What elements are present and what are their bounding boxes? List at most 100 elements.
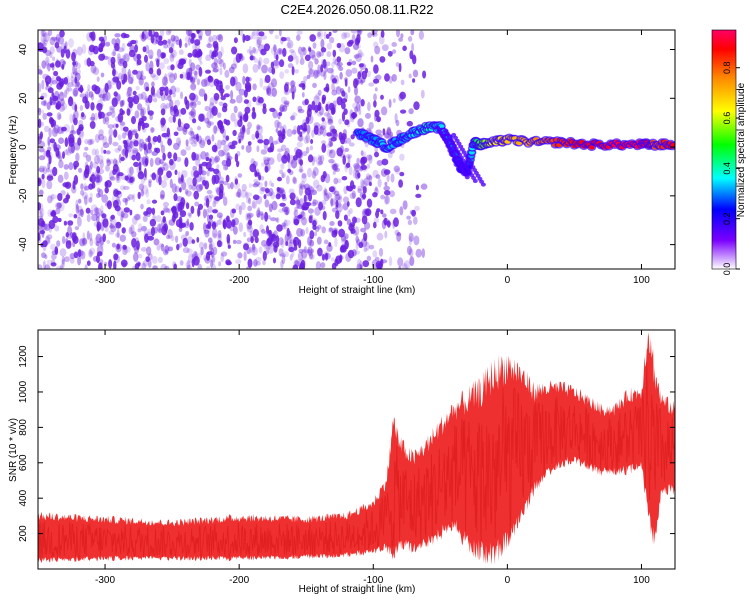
spectrogram-noise-blob: [217, 230, 222, 239]
spectrogram-noise-blob: [103, 149, 107, 154]
spectrogram-noise-blob: [199, 138, 206, 146]
spectrogram-noise-blob: [106, 200, 112, 210]
spectrogram-noise-blob: [220, 139, 227, 146]
spectrogram-noise-blob: [251, 111, 257, 120]
spectrogram-noise-blob: [77, 137, 82, 146]
spectrogram-noise-blob: [207, 251, 213, 256]
spectrogram-noise-blob: [50, 243, 56, 251]
spectrogram-noise-blob: [123, 141, 128, 150]
spectrogram-noise-blob: [246, 212, 254, 219]
spectrogram-noise-blob: [326, 42, 332, 50]
spectrogram-noise-blob: [365, 173, 371, 179]
spectrogram-noise-blob: [105, 116, 110, 126]
spectrogram-noise-blob: [211, 53, 215, 60]
spectrogram-noise-blob: [173, 72, 177, 81]
spectrogram-noise-blob: [210, 247, 215, 258]
spectrogram-noise-blob: [137, 171, 145, 180]
spectrogram-noise-blob: [43, 32, 50, 43]
spectrogram-noise-blob: [189, 136, 196, 141]
spectrogram-noise-blob: [421, 248, 425, 258]
spectrogram-noise-blob: [94, 176, 100, 183]
spectrogram-noise-blob: [156, 58, 160, 68]
spectrogram-noise-blob: [95, 173, 100, 184]
spectrogram-noise-blob: [193, 255, 200, 266]
spectrogram-noise-blob: [54, 41, 60, 49]
spectrogram-noise-blob: [130, 77, 134, 85]
spectrogram-noise-blob: [54, 90, 60, 100]
spectrogram-noise-blob: [54, 225, 60, 232]
spectrogram-noise-blob: [82, 237, 87, 246]
spectrogram-noise-blob: [93, 256, 98, 262]
spectrogram-marks: [38, 30, 675, 269]
spectrogram-noise-blob: [176, 125, 184, 132]
spectrogram-noise-blob: [149, 218, 157, 227]
spectrogram-noise-blob: [78, 126, 84, 131]
spectrogram-noise-blob: [120, 100, 125, 107]
spectrogram-noise-blob: [145, 148, 152, 154]
spectrogram-noise-blob: [184, 157, 189, 168]
spectrogram-noise-blob: [115, 190, 122, 195]
spectrogram-noise-blob: [120, 215, 124, 222]
spectrogram-noise-blob: [394, 229, 400, 236]
spectrogram-noise-blob: [213, 156, 219, 164]
spectrogram-noise-blob: [236, 239, 242, 245]
colorbar-tick-label: 0.2: [722, 212, 732, 225]
spectrogram-noise-blob: [259, 187, 265, 195]
spectrogram-noise-blob: [207, 221, 212, 230]
spectrogram-noise-blob: [38, 69, 43, 75]
spectrogram-noise-blob: [108, 128, 114, 137]
spectrogram-noise-blob: [309, 145, 313, 151]
spectrogram-noise-blob: [140, 189, 144, 197]
spectrogram-noise-blob: [265, 188, 270, 194]
spectrogram-noise-blob: [70, 130, 76, 135]
spectrogram-noise-blob: [77, 198, 82, 204]
spectrogram-noise-blob: [179, 210, 187, 218]
spectrogram-noise-blob: [76, 80, 80, 88]
spectrogram-noise-blob: [379, 56, 386, 63]
spectrogram-noise-blob: [321, 119, 327, 130]
spectrogram-noise-blob: [282, 47, 287, 57]
spectrogram-noise-blob: [398, 62, 402, 73]
spectrogram-noise-blob: [114, 148, 121, 153]
spectrogram-noise-blob: [49, 51, 53, 59]
spectrogram-noise-blob: [271, 182, 275, 188]
spectrogram-noise-blob: [374, 45, 381, 55]
spectrogram-noise-blob: [353, 78, 358, 89]
spectrogram-noise-blob: [349, 142, 355, 147]
spectrogram-noise-blob: [111, 51, 117, 57]
spectrogram-noise-blob: [68, 133, 75, 144]
spectrogram-noise-blob: [360, 227, 367, 233]
spectrogram-noise-blob: [279, 202, 286, 207]
spectrogram-noise-blob: [346, 118, 351, 128]
spectrogram-noise-blob: [251, 201, 256, 209]
spectrogram-noise-blob: [324, 64, 328, 73]
spectrogram-noise-blob: [146, 207, 153, 215]
spectrogram-noise-blob: [116, 80, 122, 90]
spectrogram-noise-blob: [258, 44, 265, 53]
spectrogram-noise-blob: [165, 30, 171, 36]
spectrogram-noise-blob: [179, 260, 184, 266]
spectrogram-noise-blob: [173, 106, 177, 115]
spectrogram-noise-blob: [78, 209, 84, 216]
spectrogram-noise-blob: [121, 74, 127, 80]
spectrogram-noise-blob: [194, 133, 198, 140]
spectrogram-noise-blob: [363, 151, 367, 161]
spectrogram-noise-blob: [44, 254, 48, 260]
spectrogram-noise-blob: [357, 118, 364, 128]
spectrogram-noise-blob: [269, 92, 273, 97]
spectrogram-noise-blob: [378, 247, 384, 257]
spectrogram-noise-blob: [420, 183, 428, 190]
spectrogram-noise-blob: [298, 135, 304, 142]
spectrogram-noise-blob: [409, 209, 416, 215]
spectrogram-noise-blob: [311, 100, 316, 111]
spectrogram-noise-blob: [178, 242, 183, 248]
spectrogram-noise-blob: [206, 110, 212, 120]
spectrogram-noise-blob: [115, 221, 122, 229]
spectrogram-noise-blob: [312, 166, 319, 177]
spectrogram-noise-blob: [189, 127, 193, 134]
spectrogram-noise-blob: [234, 153, 239, 163]
spectrogram-noise-blob: [207, 75, 212, 81]
spectrogram-noise-blob: [198, 203, 203, 210]
spectrogram-noise-blob: [209, 252, 215, 258]
spectrogram-noise-blob: [208, 194, 214, 199]
